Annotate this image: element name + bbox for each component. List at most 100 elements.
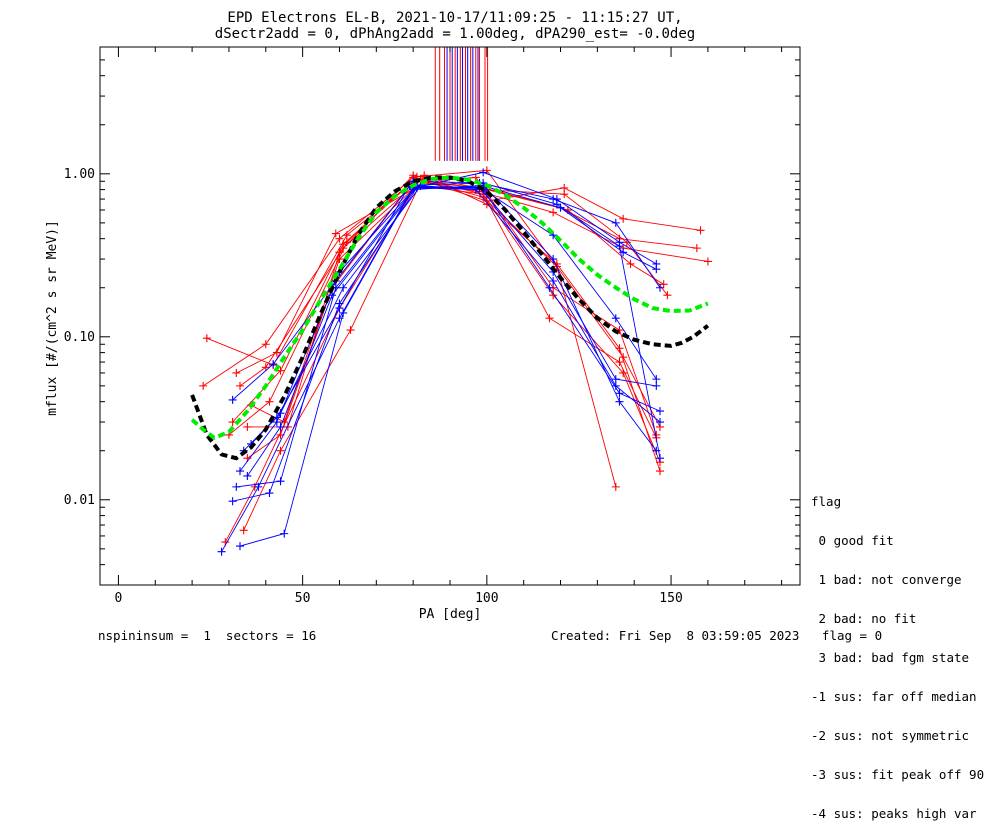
data-point-marker xyxy=(339,308,348,317)
flag-legend-entry: 3 bad: bad fgm state xyxy=(811,650,970,665)
sweep-line-blue xyxy=(239,184,657,472)
data-point-marker xyxy=(545,283,554,292)
data-point-marker xyxy=(261,363,270,372)
data-point-marker xyxy=(703,257,712,266)
data-point-marker xyxy=(659,280,668,289)
flag-legend-entry: -1 sus: far off median xyxy=(811,689,977,704)
fit-curve-black xyxy=(190,175,710,461)
data-point-marker xyxy=(236,467,244,476)
data-point-marker xyxy=(265,489,274,498)
data-point-marker xyxy=(549,255,558,264)
data-point-marker xyxy=(656,418,664,427)
sweep-line-red xyxy=(228,169,661,436)
data-point-marker xyxy=(615,389,624,398)
chart-title-line2: dSectr2add = 0, dPhAng2add = 1.00deg, dP… xyxy=(215,26,695,42)
y-tick-label: 0.10 xyxy=(64,330,95,345)
data-point-marker xyxy=(626,259,635,268)
data-point-marker xyxy=(611,381,620,390)
data-point-marker xyxy=(692,244,701,253)
data-point-marker xyxy=(335,248,344,257)
data-point-marker xyxy=(611,218,620,227)
chart-title-line1: EPD Electrons EL-B, 2021-10-17/11:09:25 … xyxy=(227,10,682,26)
data-point-marker xyxy=(560,190,569,199)
data-point-marker xyxy=(656,467,664,476)
data-point-marker xyxy=(276,477,285,486)
data-point-marker xyxy=(619,214,628,223)
data-point-marker xyxy=(280,529,289,538)
data-point-marker xyxy=(346,326,355,335)
data-point-marker xyxy=(276,422,285,431)
flag-legend: flag 0 good fit 1 bad: not converge 2 ba… xyxy=(811,469,984,833)
flag-legend-entry: -4 sus: peaks high var xyxy=(811,806,977,821)
data-point-marker xyxy=(549,276,558,285)
data-point-marker xyxy=(545,314,554,323)
sweep-line-blue xyxy=(221,186,657,552)
fit-curve-green xyxy=(190,175,709,441)
flag-legend-entry: 2 bad: no fit xyxy=(811,611,917,626)
footer-created-info: Created: Fri Sep 8 03:59:05 2023 flag = … xyxy=(551,628,883,643)
x-axis-label: PA [deg] xyxy=(419,607,482,622)
data-point-marker xyxy=(663,291,672,300)
peak-marker-layer xyxy=(434,47,489,161)
data-point-marker xyxy=(239,526,248,535)
data-point-marker xyxy=(611,482,620,491)
data-point-marker xyxy=(236,381,244,390)
data-point-marker xyxy=(232,368,241,377)
y-tick-label: 1.00 xyxy=(64,167,95,182)
data-point-marker xyxy=(335,255,344,264)
data-point-marker xyxy=(615,344,624,353)
flag-legend-entry: 0 good fit xyxy=(811,533,894,548)
flag-legend-entry: -3 sus: fit peak off 90 xyxy=(811,767,985,782)
sweep-line-red xyxy=(239,179,668,387)
x-tick-label: 50 xyxy=(295,591,311,606)
data-point-marker xyxy=(615,358,624,367)
data-point-marker xyxy=(269,360,278,369)
data-point-marker xyxy=(335,304,344,313)
sweep-line-blue xyxy=(243,171,657,452)
flag-legend-title: flag xyxy=(811,494,842,509)
x-tick-label: 150 xyxy=(659,591,682,606)
data-point-marker xyxy=(479,168,488,177)
data-point-marker xyxy=(217,547,226,556)
sweep-line-blue xyxy=(247,186,657,477)
data-point-marker xyxy=(552,200,561,209)
data-point-marker xyxy=(232,482,241,491)
data-point-marker xyxy=(652,375,661,384)
data-point-marker xyxy=(339,283,348,292)
sweep-line-blue xyxy=(232,180,661,401)
flag-legend-entry: -2 sus: not symmetric xyxy=(811,728,970,743)
sweep-line-red xyxy=(206,178,617,488)
data-point-marker xyxy=(243,422,252,431)
data-point-marker xyxy=(236,542,244,551)
data-point-marker xyxy=(619,368,628,377)
data-point-marker xyxy=(615,242,624,251)
data-point-marker xyxy=(243,471,252,480)
data-point-marker xyxy=(656,407,664,416)
x-tick-label: 0 xyxy=(115,591,123,606)
data-point-marker xyxy=(549,208,558,217)
data-point-marker xyxy=(331,229,340,238)
data-point-marker xyxy=(696,226,705,235)
data-point-marker xyxy=(261,340,270,349)
pitch-angle-chart: EPD Electrons EL-B, 2021-10-17/11:09:25 … xyxy=(45,10,801,622)
y-tick-label: 0.01 xyxy=(64,493,95,508)
data-point-marker xyxy=(202,334,211,343)
data-point-marker xyxy=(652,381,661,390)
data-point-marker xyxy=(611,375,620,384)
sweep-line-blue xyxy=(250,182,661,459)
data-point-marker xyxy=(656,283,664,292)
data-point-marker xyxy=(611,314,620,323)
data-point-marker xyxy=(652,265,661,274)
data-point-marker xyxy=(276,446,285,455)
data-point-marker xyxy=(265,397,274,406)
data-point-marker xyxy=(615,397,624,406)
axes: 0 50 100 150 0.01 0.10 1.00 xyxy=(64,46,801,606)
data-point-marker xyxy=(228,395,237,404)
data-point-marker xyxy=(199,381,208,390)
sweep-line-red xyxy=(236,182,708,374)
data-point-marker xyxy=(656,454,664,463)
y-axis-label: mflux [#/(cm^2 s sr MeV)] xyxy=(45,220,60,416)
data-point-marker xyxy=(482,166,491,175)
footer-spin-info: nspininsum = 1 sectors = 16 xyxy=(98,628,317,643)
data-point-marker xyxy=(335,234,344,243)
